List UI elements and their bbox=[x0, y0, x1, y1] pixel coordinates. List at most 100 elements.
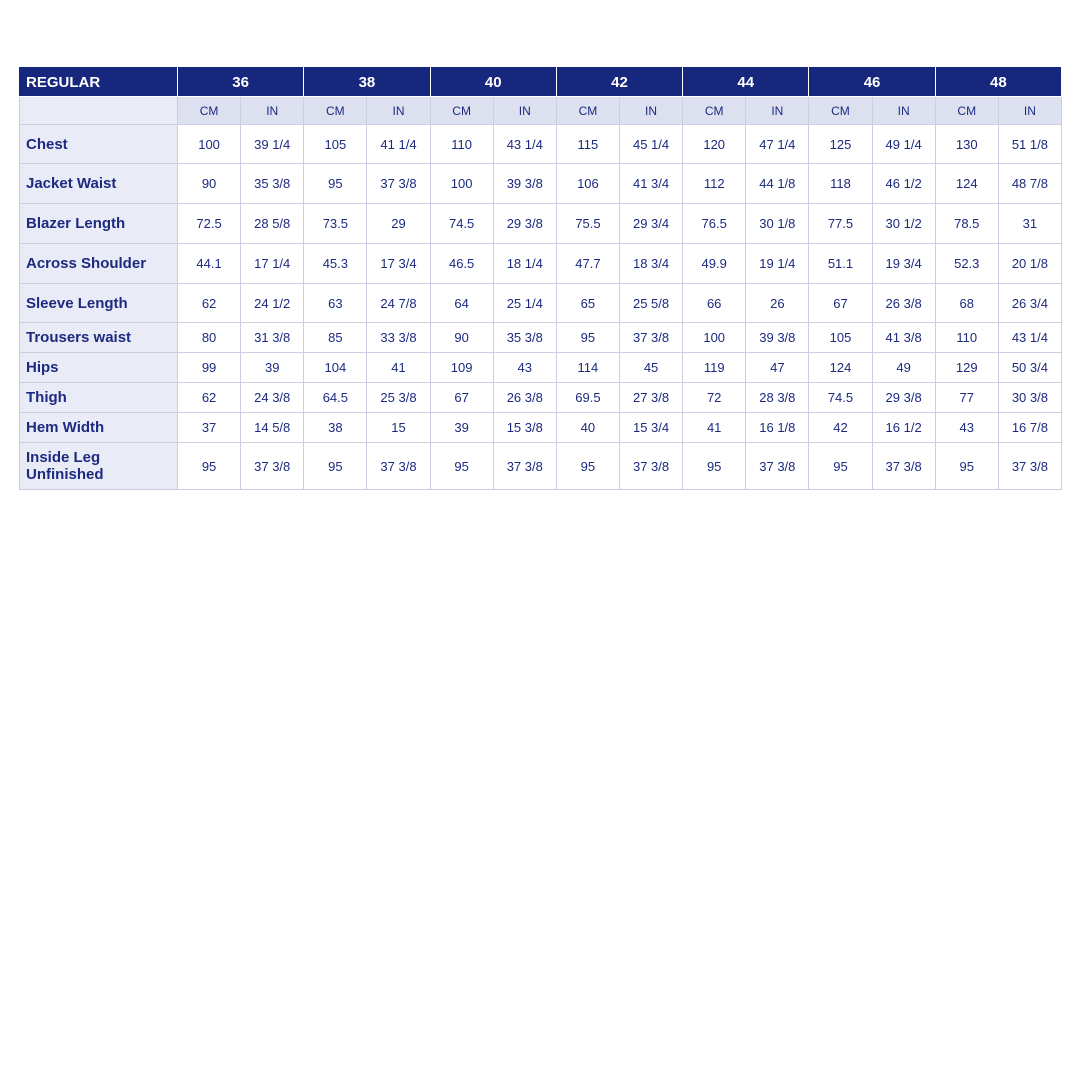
measure-value: 73.5 bbox=[303, 203, 368, 244]
measure-value: 118 bbox=[808, 163, 873, 204]
measure-value: 47 bbox=[745, 352, 810, 383]
measure-value: 95 bbox=[303, 163, 368, 204]
measure-value: 52.3 bbox=[934, 243, 999, 284]
measure-value: 16 1/2 bbox=[871, 412, 936, 443]
measure-value: 39 bbox=[429, 412, 494, 443]
measure-row: Hips 99 39 104 41 109 43 114 45 119 47 124 49 129 50 3… bbox=[19, 352, 1062, 383]
measure-value: 64 bbox=[429, 283, 494, 323]
measure-value: 100 bbox=[682, 322, 747, 353]
measure-value: 29 bbox=[366, 203, 431, 244]
measure-value: 31 bbox=[997, 203, 1062, 244]
measure-value: 29 3/8 bbox=[492, 203, 557, 244]
measure-value: 39 3/8 bbox=[492, 163, 557, 204]
measure-value: 109 bbox=[429, 352, 494, 383]
unit-header: IN bbox=[997, 96, 1062, 125]
measure-label: Thigh bbox=[19, 382, 178, 413]
size-header: 40 bbox=[429, 67, 557, 97]
measure-value: 76.5 bbox=[682, 203, 747, 244]
measure-value: 49 bbox=[871, 352, 936, 383]
measure-value: 41 bbox=[682, 412, 747, 443]
measure-value: 40 bbox=[555, 412, 620, 443]
measure-value: 25 5/8 bbox=[618, 283, 684, 323]
unit-header: IN bbox=[240, 96, 305, 125]
measure-value: 110 bbox=[934, 322, 999, 353]
measure-value: 46.5 bbox=[429, 243, 494, 284]
measure-row: Trousers waist 80 31 3/8 85 33 3/8 90 35 3/8 95… bbox=[19, 322, 1062, 353]
measure-value: 35 3/8 bbox=[492, 322, 557, 353]
measure-value: 37 3/8 bbox=[618, 322, 684, 353]
measure-value: 78.5 bbox=[934, 203, 999, 244]
measure-value: 125 bbox=[808, 124, 873, 164]
measure-value: 129 bbox=[934, 352, 999, 383]
measure-value: 20 1/8 bbox=[997, 243, 1062, 284]
measure-value: 95 bbox=[429, 442, 494, 490]
measure-value: 28 3/8 bbox=[745, 382, 810, 413]
measure-value: 95 bbox=[682, 442, 747, 490]
measure-row: Blazer Length 72.5 28 5/8 73.5 29 74.5 29 3/8 7… bbox=[19, 203, 1062, 244]
unit-header: CM bbox=[176, 96, 242, 125]
unit-header: CM bbox=[429, 96, 494, 125]
measure-row: Jacket Waist 90 35 3/8 95 37 3/8 100 39 3/8 106… bbox=[19, 163, 1062, 204]
unit-header: IN bbox=[871, 96, 936, 125]
measure-row: Sleeve Length 62 24 1/2 63 24 7/8 64 25 1/4 65 2… bbox=[19, 283, 1062, 323]
measure-value: 95 bbox=[808, 442, 873, 490]
measure-value: 46 1/2 bbox=[871, 163, 936, 204]
measure-value: 26 3/8 bbox=[871, 283, 936, 323]
unit-header: IN bbox=[618, 96, 684, 125]
measure-value: 18 1/4 bbox=[492, 243, 557, 284]
size-header: 36 bbox=[176, 67, 305, 97]
measure-value: 18 3/4 bbox=[618, 243, 684, 284]
measure-value: 124 bbox=[808, 352, 873, 383]
measure-row: Hem Width 37 14 5/8 38 15 39 15 3/8 40 15 3/4 41 1… bbox=[19, 412, 1062, 443]
measure-value: 30 1/2 bbox=[871, 203, 936, 244]
measure-value: 47 1/4 bbox=[745, 124, 810, 164]
measure-value: 29 3/4 bbox=[618, 203, 684, 244]
table-title: REGULAR bbox=[19, 67, 178, 97]
measure-value: 100 bbox=[429, 163, 494, 204]
measure-value: 44.1 bbox=[176, 243, 242, 284]
measure-value: 41 3/8 bbox=[871, 322, 936, 353]
unit-header: IN bbox=[745, 96, 810, 125]
measure-value: 26 bbox=[745, 283, 810, 323]
measure-value: 33 3/8 bbox=[366, 322, 431, 353]
measure-row: Thigh 62 24 3/8 64.5 25 3/8 67 26 3/8 69.5 27 3/… bbox=[19, 382, 1062, 413]
measure-value: 37 3/8 bbox=[997, 442, 1062, 490]
measure-value: 37 3/8 bbox=[492, 442, 557, 490]
measure-value: 37 bbox=[176, 412, 242, 443]
measure-value: 17 1/4 bbox=[240, 243, 305, 284]
unit-header: CM bbox=[682, 96, 747, 125]
measure-value: 37 3/8 bbox=[618, 442, 684, 490]
measure-value: 130 bbox=[934, 124, 999, 164]
measure-row: Chest 100 39 1/4 105 41 1/4 110 43 1/4 115 45 1/… bbox=[19, 124, 1062, 164]
measure-value: 15 3/4 bbox=[618, 412, 684, 443]
measure-value: 39 bbox=[240, 352, 305, 383]
measure-value: 119 bbox=[682, 352, 747, 383]
measure-value: 28 5/8 bbox=[240, 203, 305, 244]
measure-value: 85 bbox=[303, 322, 368, 353]
measure-value: 105 bbox=[808, 322, 873, 353]
measure-label: Blazer Length bbox=[19, 203, 178, 244]
measure-value: 110 bbox=[429, 124, 494, 164]
measure-value: 48 7/8 bbox=[997, 163, 1062, 204]
measure-value: 120 bbox=[682, 124, 747, 164]
unit-header: IN bbox=[366, 96, 431, 125]
measure-value: 77 bbox=[934, 382, 999, 413]
measure-value: 43 bbox=[934, 412, 999, 443]
measure-value: 51.1 bbox=[808, 243, 873, 284]
measure-value: 95 bbox=[934, 442, 999, 490]
measure-value: 72.5 bbox=[176, 203, 242, 244]
unit-corner bbox=[19, 96, 178, 125]
measure-value: 41 bbox=[366, 352, 431, 383]
measure-value: 15 bbox=[366, 412, 431, 443]
measure-value: 39 1/4 bbox=[240, 124, 305, 164]
measure-value: 42 bbox=[808, 412, 873, 443]
measure-value: 95 bbox=[555, 322, 620, 353]
measure-value: 45 bbox=[618, 352, 684, 383]
measure-value: 67 bbox=[429, 382, 494, 413]
size-header: 38 bbox=[303, 67, 431, 97]
measure-value: 37 3/8 bbox=[366, 163, 431, 204]
measure-value: 16 7/8 bbox=[997, 412, 1062, 443]
measure-value: 75.5 bbox=[555, 203, 620, 244]
measure-value: 124 bbox=[934, 163, 999, 204]
measure-value: 105 bbox=[303, 124, 368, 164]
